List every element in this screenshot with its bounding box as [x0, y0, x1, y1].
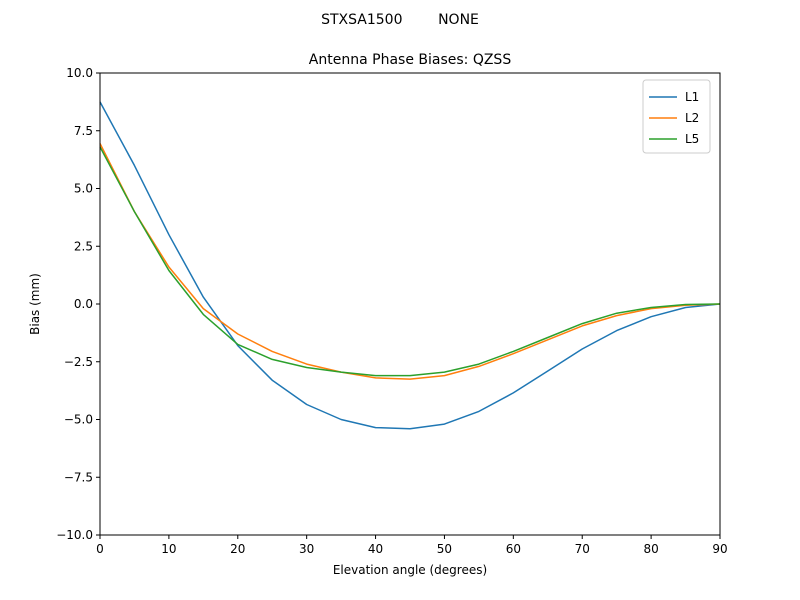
- x-tick-label: 90: [712, 542, 727, 556]
- y-tick-label: −5.0: [64, 413, 93, 427]
- legend: L1 L2 L5: [642, 79, 711, 154]
- series-line-l5: [99, 146, 721, 377]
- y-tick-label: 10.0: [66, 66, 93, 80]
- x-tick-label: 50: [437, 542, 452, 556]
- series-layer: [99, 101, 721, 430]
- y-axis: −10.0 −7.5 −5.0 −2.5 0.0 2.5 5.0 7.5 10.0: [56, 66, 100, 542]
- legend-label-l5: L5: [685, 132, 699, 146]
- y-axis-label: Bias (mm): [28, 273, 42, 335]
- series-line-l2: [99, 143, 721, 380]
- y-tick-label: 0.0: [74, 297, 93, 311]
- y-tick-label: −10.0: [56, 528, 93, 542]
- x-tick-label: 80: [643, 542, 658, 556]
- x-tick-label: 40: [368, 542, 383, 556]
- y-tick-label: 5.0: [74, 182, 93, 196]
- legend-label-l2: L2: [685, 111, 699, 125]
- series-line-l1: [99, 101, 721, 430]
- y-tick-label: −7.5: [64, 470, 93, 484]
- x-tick-label: 0: [96, 542, 104, 556]
- x-tick-label: 10: [161, 542, 176, 556]
- legend-box: [642, 79, 711, 154]
- x-axis: 0 10 20 30 40 50 60 70 80 90: [96, 535, 728, 556]
- y-tick-label: 2.5: [74, 239, 93, 253]
- y-tick-label: −2.5: [64, 355, 93, 369]
- y-tick-label: 7.5: [74, 124, 93, 138]
- legend-label-l1: L1: [685, 90, 699, 104]
- chart-title: Antenna Phase Biases: QZSS: [309, 52, 512, 68]
- x-tick-label: 70: [575, 542, 590, 556]
- chart-suptitle: STXSA1500 NONE: [321, 12, 479, 28]
- x-tick-label: 30: [299, 542, 314, 556]
- x-tick-label: 60: [506, 542, 521, 556]
- x-tick-label: 20: [230, 542, 245, 556]
- x-axis-label: Elevation angle (degrees): [333, 563, 487, 577]
